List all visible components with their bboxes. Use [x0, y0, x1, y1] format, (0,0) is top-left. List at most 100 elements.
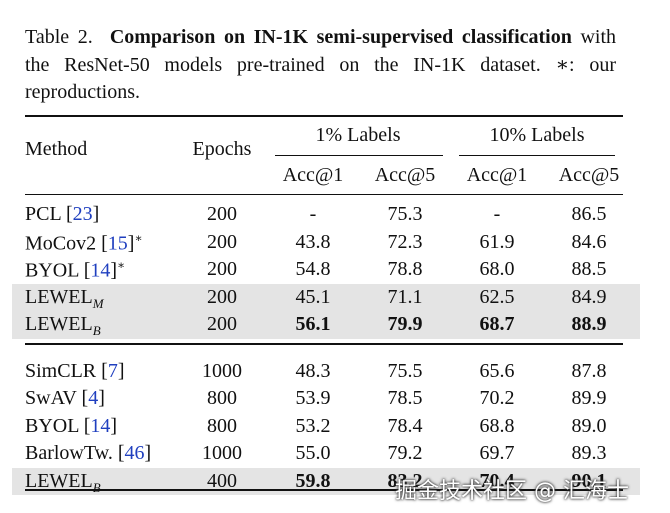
method-name: SwAV: [25, 387, 77, 409]
bracket: ]: [117, 359, 125, 382]
value-cell: -: [309, 203, 317, 225]
method-cell: BYOL [14]∗: [25, 258, 125, 283]
epochs-cell: 800: [207, 414, 237, 437]
bracket: [: [101, 359, 108, 382]
method-name: BYOL: [25, 414, 79, 437]
rule: [25, 343, 623, 345]
header-column: Acc@1: [282, 164, 344, 186]
value-cell: 79.9: [387, 313, 423, 335]
method-name: PCL: [25, 203, 61, 225]
method-subscript: B: [92, 479, 101, 495]
value-cell: 56.1: [295, 313, 331, 335]
value-cell: 90.1: [571, 469, 607, 492]
value-cell: 65.6: [479, 359, 515, 382]
value-cell: 43.8: [295, 230, 331, 253]
method-cell: PCL [23]: [25, 203, 99, 226]
method-subscript: B: [92, 323, 101, 338]
citation: 15: [107, 232, 128, 255]
citation: 14: [90, 259, 111, 282]
method-cell: LEWELB: [25, 470, 101, 496]
value-cell: 71.1: [387, 285, 423, 308]
caption-title: Comparison on IN-1K semi-supervised clas…: [109, 26, 572, 48]
bracket: [: [117, 442, 125, 464]
bracket: [: [81, 387, 89, 409]
header-column: Acc@1: [466, 164, 528, 186]
value-cell: 68.8: [479, 414, 515, 437]
bracket: ]: [144, 442, 152, 464]
value-cell: 86.5: [571, 203, 607, 225]
bracket: [: [65, 203, 73, 225]
value-cell: 89.9: [571, 387, 607, 409]
caption: Table 2. Comparison on IN-1K semi-superv…: [25, 24, 616, 107]
header-group: 1% Labels: [315, 124, 401, 146]
header-group: 10% Labels: [489, 124, 585, 146]
value-cell: 61.9: [479, 230, 515, 253]
citation: 14: [90, 414, 111, 437]
value-cell: 69.7: [479, 442, 515, 464]
value-cell: 54.8: [295, 258, 331, 280]
footnote-mark: ∗: [117, 258, 126, 272]
epochs-cell: 400: [207, 469, 237, 492]
citation: 4: [88, 387, 99, 409]
rule: [25, 115, 623, 117]
bracket: ]: [110, 259, 118, 282]
epochs-cell: 200: [207, 203, 237, 225]
value-cell: 45.1: [295, 285, 331, 308]
rule: [25, 489, 623, 491]
value-cell: 89.0: [571, 414, 607, 437]
epochs-cell: 200: [207, 258, 237, 280]
value-cell: 84.9: [571, 285, 607, 308]
method-cell: BarlowTw. [46]: [25, 442, 151, 465]
method-name: LEWEL: [25, 285, 93, 308]
value-cell: 79.2: [387, 442, 423, 464]
watermark: 掘金技术社区 @ 汇海士: [395, 479, 629, 504]
method-cell: LEWELB: [25, 313, 101, 339]
value-cell: -: [493, 203, 501, 225]
value-cell: 83.2: [387, 469, 423, 492]
method-cell: SimCLR [7]: [25, 360, 124, 383]
header-method: Method: [25, 138, 88, 160]
method-cell: LEWELM: [25, 286, 104, 312]
epochs-cell: 200: [207, 285, 237, 308]
value-cell: 68.0: [479, 258, 515, 280]
method-name: LEWEL: [25, 469, 93, 492]
value-cell: 70.2: [479, 387, 515, 409]
bracket: ]: [98, 387, 105, 409]
method-name: LEWEL: [25, 313, 93, 335]
value-cell: 48.3: [295, 359, 331, 382]
epochs-cell: 1000: [202, 442, 242, 464]
method-name: BYOL: [25, 259, 79, 282]
value-cell: 88.5: [571, 258, 607, 280]
citation: 23: [72, 203, 93, 225]
method-name: BarlowTw.: [25, 442, 113, 464]
value-cell: 87.8: [571, 359, 607, 382]
value-cell: 68.7: [479, 313, 515, 335]
value-cell: 53.9: [295, 387, 331, 409]
value-cell: 78.8: [387, 258, 423, 280]
citation: 7: [107, 359, 118, 382]
header-column: Acc@5: [558, 164, 620, 186]
method-subscript: M: [92, 295, 104, 311]
value-cell: 89.3: [571, 442, 607, 464]
bracket: ]: [127, 232, 135, 255]
caption-label: Table 2.: [25, 26, 93, 48]
epochs-cell: 800: [207, 387, 237, 409]
method-cell: MoCov2 [15]∗: [25, 231, 143, 256]
bracket: ]: [92, 203, 100, 225]
bracket: [: [83, 414, 91, 437]
value-cell: 55.0: [295, 442, 331, 464]
bracket: ]: [110, 414, 118, 437]
rule: [25, 194, 623, 196]
epochs-cell: 200: [207, 230, 237, 253]
value-cell: 75.5: [387, 359, 423, 382]
value-cell: 72.3: [387, 230, 423, 253]
rule: [275, 155, 443, 157]
value-cell: 78.5: [387, 387, 423, 409]
footnote-mark: ∗: [134, 230, 143, 245]
method-name: MoCov2: [25, 232, 97, 255]
value-cell: 88.9: [571, 313, 607, 335]
header-epochs: Epochs: [192, 138, 252, 160]
method-name: SimCLR: [25, 359, 97, 382]
bracket: [: [101, 232, 108, 255]
